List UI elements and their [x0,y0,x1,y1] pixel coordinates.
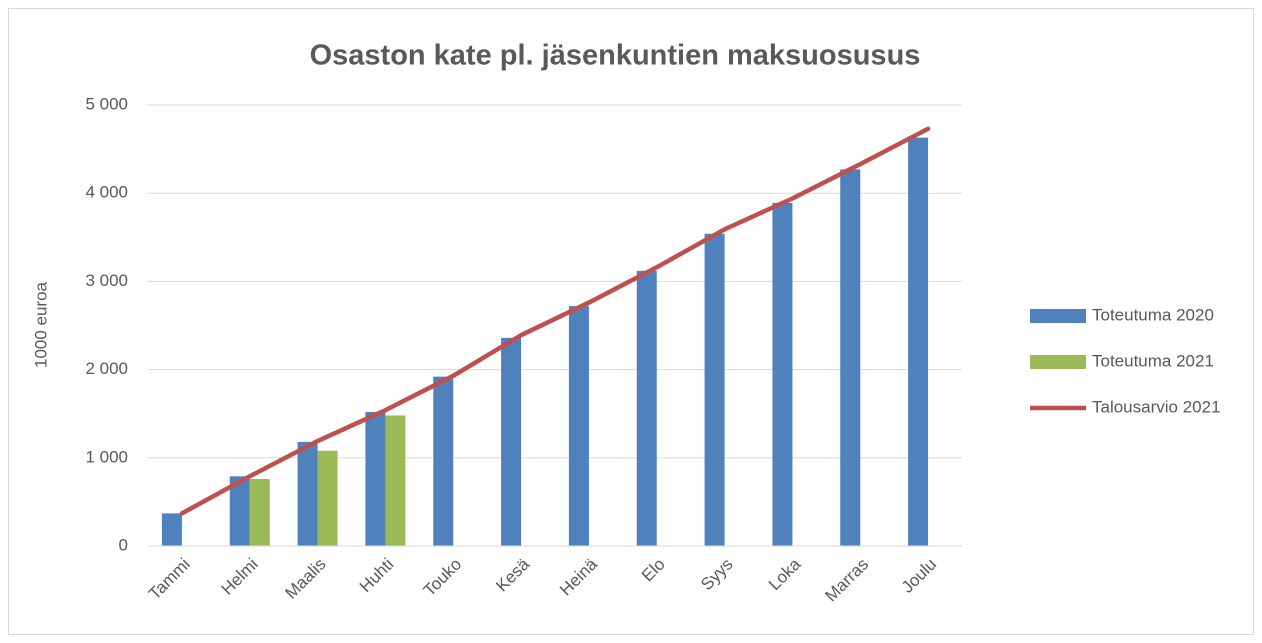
y-tick-label: 1 000 [85,447,128,466]
bar [908,137,929,546]
bar [297,441,318,546]
bar [249,478,270,546]
legend-label: Toteutuma 2021 [1092,351,1214,370]
bar [317,450,338,546]
legend-swatch [1030,355,1086,369]
y-tick-label: 5 000 [85,94,128,113]
bar [568,306,589,546]
bar [365,411,386,546]
bar [433,376,454,546]
bar [161,513,182,546]
bar [501,337,522,546]
y-axis-label: 1000 euroa [31,281,50,368]
legend-swatch [1030,309,1086,323]
bar [636,270,657,546]
line-series [179,126,931,516]
chart-title: Osaston kate pl. jäsenkuntien maksuosusu… [310,40,921,72]
y-tick-label: 2 000 [85,359,128,378]
y-tick-label: 0 [119,535,128,554]
bar [772,202,793,547]
bar [704,233,725,546]
y-tick-label: 4 000 [85,183,128,202]
bar [385,415,406,546]
bar [840,169,861,547]
bar [229,476,250,546]
y-tick-label: 3 000 [85,271,128,290]
legend-label: Talousarvio 2021 [1092,397,1221,416]
legend-label: Toteutuma 2020 [1092,305,1214,324]
